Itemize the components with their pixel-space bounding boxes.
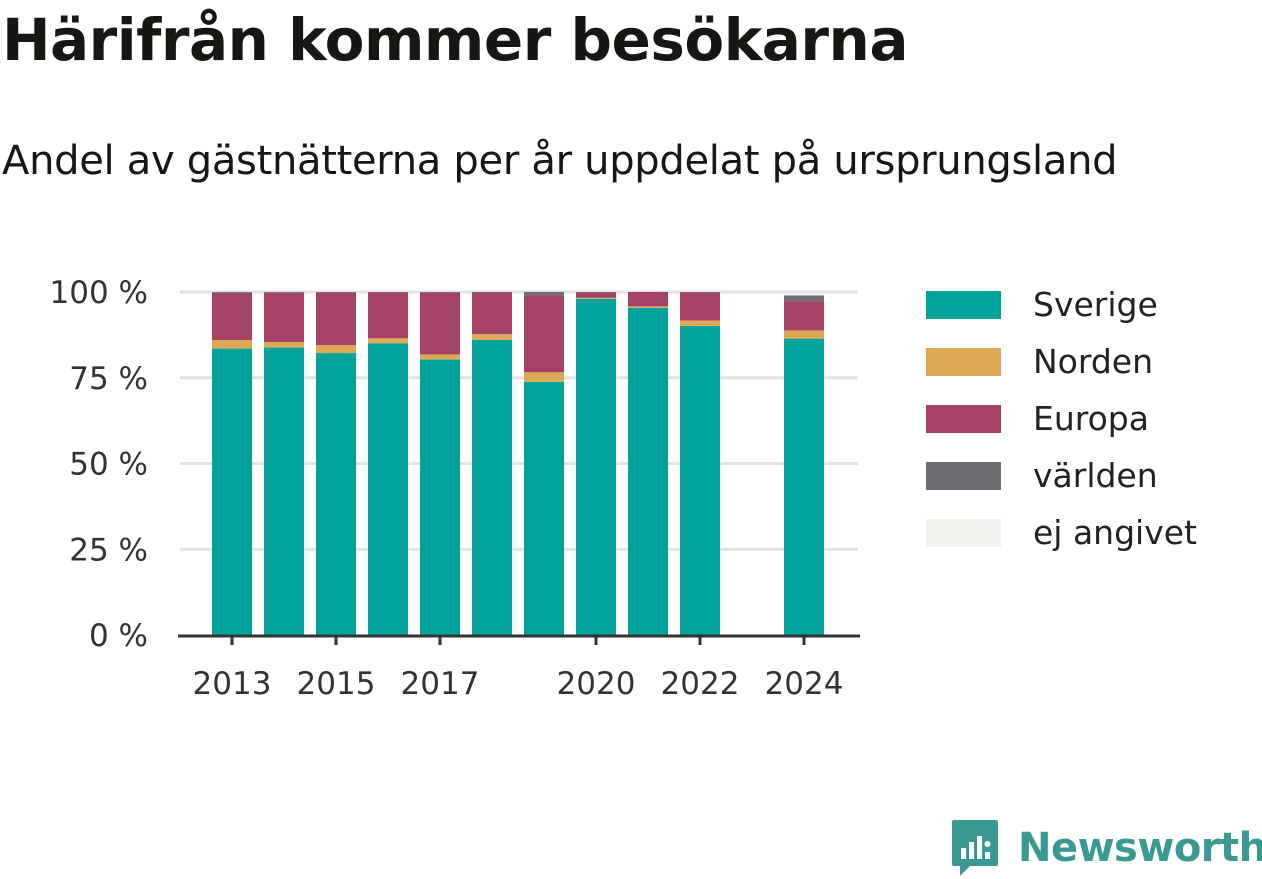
bar-segment-europa-2022 (680, 292, 720, 321)
legend-label: Sverige (1033, 285, 1158, 324)
legend-swatch (926, 404, 1001, 433)
bar-segment-europa-2021 (628, 292, 668, 307)
bar-segment-europa-2017 (420, 292, 460, 355)
bar-segment-norden-2021 (628, 306, 668, 308)
legend-swatch (926, 290, 1001, 319)
x-tick-label: 2015 (297, 666, 376, 702)
bar-segment-norden-2015 (316, 345, 356, 354)
bar-segment-norden-2018 (472, 334, 512, 341)
legend-item: Europa (926, 390, 1197, 447)
y-tick-label: 25 % (69, 532, 148, 568)
brand: Newsworthy (950, 818, 1262, 878)
bar-segment-världen-2024 (784, 295, 824, 302)
bar-segment-sverige-2017 (420, 359, 460, 635)
brand-name: Newsworthy (1018, 825, 1262, 871)
bars (212, 292, 824, 635)
x-axis: 2013 2015 2017 2020 2022 2024 (178, 634, 860, 702)
bar-segment-norden-2022 (680, 320, 720, 326)
bar-segment-sverige-2014 (264, 347, 304, 635)
x-tick-label: 2013 (193, 666, 272, 702)
bar-segment-världen-2018 (472, 292, 512, 294)
legend-swatch (926, 461, 1001, 490)
bar-segment-norden-2019 (524, 372, 564, 382)
y-axis: 0 % 25 % 50 % 75 % 100 % (50, 275, 148, 654)
legend-swatch (926, 518, 1001, 547)
bar-segment-världen-2014 (264, 292, 304, 293)
bar-segment-norden-2017 (420, 354, 460, 360)
bar-segment-norden-2020 (576, 297, 616, 299)
bar-segment-europa-2013 (212, 292, 252, 341)
legend-item: världen (926, 447, 1197, 504)
bar-segment-europa-2018 (472, 293, 512, 335)
bar-segment-sverige-2016 (368, 343, 408, 635)
bar-segment-europa-2019 (524, 295, 564, 373)
legend-label: Norden (1033, 342, 1154, 381)
y-tick-label: 50 % (69, 447, 148, 483)
y-tick-label: 0 % (89, 618, 148, 654)
legend-item: ej angivet (926, 504, 1197, 561)
bar-segment-sverige-2018 (472, 340, 512, 635)
x-tick-label: 2020 (557, 666, 636, 702)
legend-item: Sverige (926, 276, 1197, 333)
legend-label: världen (1033, 456, 1158, 495)
chart-subtitle: Andel av gästnätterna per år uppdelat på… (2, 138, 1118, 184)
bar-segment-europa-2015 (316, 292, 356, 346)
bar-segment-sverige-2013 (212, 348, 252, 635)
x-tick-label: 2024 (765, 666, 844, 702)
bar-segment-europa-2020 (576, 292, 616, 298)
legend-swatch (926, 347, 1001, 376)
y-tick-label: 75 % (69, 361, 148, 397)
chart-title: Härifrån kommer besökarna (2, 6, 908, 74)
bar-segment-ej-angivet-2024 (784, 292, 824, 296)
x-tick-label: 2022 (661, 666, 740, 702)
x-tick-label: 2017 (401, 666, 480, 702)
legend-label: Europa (1033, 399, 1149, 438)
bar-segment-europa-2024 (784, 301, 824, 331)
bar-segment-europa-2016 (368, 292, 408, 339)
legend-item: Norden (926, 333, 1197, 390)
bar-segment-norden-2014 (264, 342, 304, 348)
bar-segment-europa-2014 (264, 292, 304, 343)
bar-segment-sverige-2024 (784, 338, 824, 635)
bar-segment-sverige-2015 (316, 353, 356, 635)
bar-segment-norden-2013 (212, 340, 252, 349)
newsworthy-logo-icon (952, 820, 998, 876)
bar-segment-sverige-2021 (628, 307, 668, 635)
bar-segment-sverige-2020 (576, 298, 616, 635)
legend: Sverige Norden Europa världen ej angivet (926, 276, 1197, 561)
bar-segment-sverige-2022 (680, 325, 720, 635)
y-tick-label: 100 % (50, 275, 148, 311)
bar-segment-norden-2024 (784, 330, 824, 339)
legend-label: ej angivet (1033, 513, 1197, 552)
bar-segment-norden-2016 (368, 338, 408, 344)
bar-segment-världen-2013 (212, 292, 252, 293)
bar-segment-världen-2019 (524, 292, 564, 296)
bar-segment-sverige-2019 (524, 381, 564, 635)
